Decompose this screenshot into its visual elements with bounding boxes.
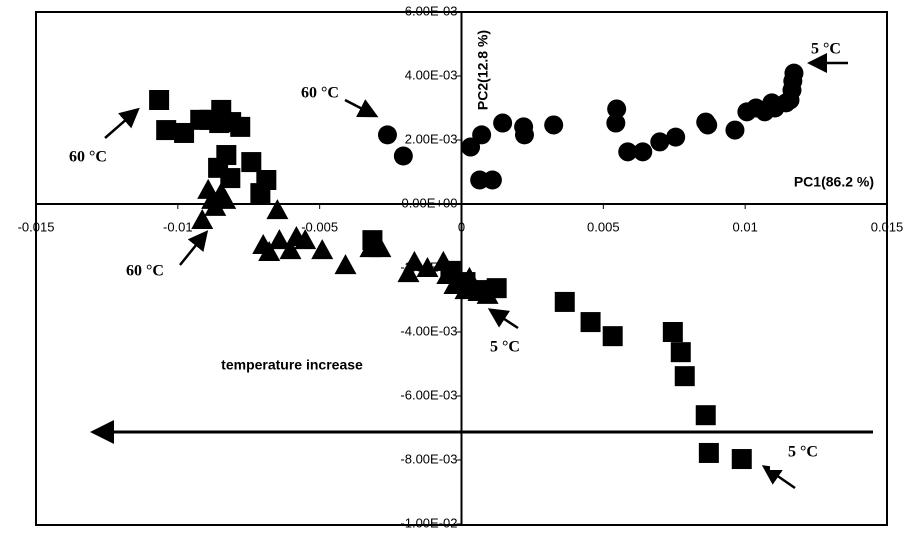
- annotation: 5 °C: [811, 41, 841, 58]
- point: [241, 152, 262, 173]
- point: [695, 405, 716, 426]
- x-tick-label: 0.01: [733, 219, 758, 234]
- x-tick-label: -0.005: [301, 219, 338, 234]
- point: [670, 342, 691, 363]
- annotation: 60 °C: [126, 263, 164, 280]
- annotation: 5 °C: [490, 339, 520, 356]
- y-axis-label: PC2(12.8 %): [475, 30, 491, 110]
- y-tick-label: -1.00E-02: [400, 515, 457, 530]
- y-tick-label: -8.00E-03: [400, 451, 457, 466]
- point: [279, 239, 302, 260]
- point: [461, 137, 481, 157]
- point: [443, 273, 466, 294]
- point: [554, 291, 575, 312]
- point: [662, 322, 683, 342]
- y-tick-label: -4.00E-03: [400, 323, 457, 338]
- point: [493, 113, 513, 133]
- x-tick-label: -0.01: [163, 219, 193, 234]
- point: [369, 237, 392, 258]
- y-tick-label: 6.00E-03: [405, 3, 458, 18]
- point: [514, 125, 534, 145]
- point: [580, 312, 601, 333]
- annotation: 5 °C: [788, 444, 818, 461]
- point: [607, 99, 627, 119]
- point: [250, 183, 271, 204]
- x-tick-label: -0.015: [18, 219, 55, 234]
- point: [606, 113, 626, 133]
- point: [377, 125, 397, 145]
- point: [149, 90, 170, 110]
- y-tick-label: 0.00E+00: [401, 195, 457, 210]
- x-tick-label: 0: [458, 219, 465, 234]
- y-tick-label: 4.00E-03: [405, 67, 458, 82]
- point: [156, 120, 177, 141]
- point: [698, 115, 718, 135]
- y-tick-label: -6.00E-03: [400, 387, 457, 402]
- point: [454, 279, 477, 300]
- point: [393, 146, 413, 166]
- point: [602, 326, 623, 347]
- point: [633, 142, 653, 162]
- label-box: [770, 434, 835, 470]
- point: [204, 195, 227, 216]
- point: [725, 120, 745, 140]
- point: [230, 116, 251, 137]
- point: [214, 188, 237, 209]
- point: [220, 168, 241, 189]
- x-tick-label: 0.005: [587, 219, 620, 234]
- point: [216, 145, 237, 166]
- point: [666, 127, 686, 147]
- point: [544, 115, 564, 135]
- point: [268, 229, 291, 250]
- x-tick-label: 0.015: [871, 219, 904, 234]
- annotation: 60 °C: [301, 85, 339, 102]
- point: [731, 449, 752, 470]
- point: [191, 209, 214, 229]
- point: [618, 142, 638, 162]
- point: [784, 63, 804, 83]
- x-axis-label: PC1(86.2 %): [794, 174, 874, 190]
- point: [476, 283, 499, 304]
- point: [334, 254, 357, 275]
- point: [311, 239, 334, 260]
- point: [432, 250, 455, 271]
- point: [266, 199, 289, 220]
- point: [416, 257, 439, 277]
- point: [674, 366, 695, 387]
- point: [258, 241, 281, 261]
- arrows: [90, 53, 873, 490]
- point: [174, 122, 195, 143]
- point: [397, 262, 420, 283]
- point: [294, 229, 317, 250]
- point: [482, 170, 502, 190]
- y-tick-label: 2.00E-03: [405, 131, 458, 146]
- point: [403, 250, 426, 271]
- point: [472, 125, 492, 145]
- point: [698, 442, 719, 463]
- annotation: temperature increase: [221, 357, 363, 373]
- annotation: 60 °C: [69, 149, 107, 166]
- point: [650, 132, 670, 152]
